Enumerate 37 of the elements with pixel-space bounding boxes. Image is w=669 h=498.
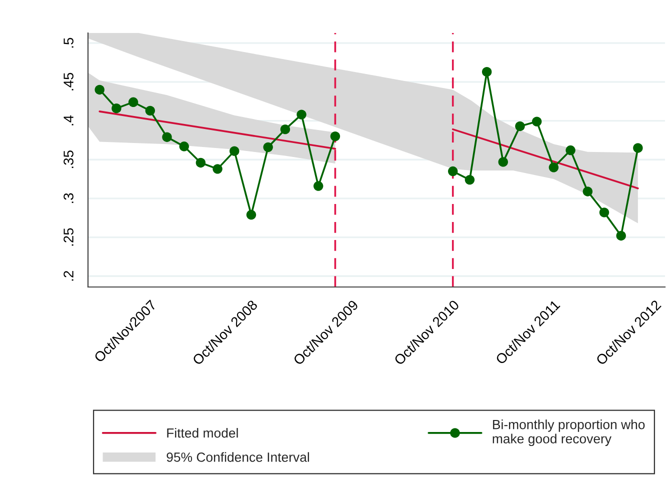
point xyxy=(330,131,340,142)
y-tick-label: .4 xyxy=(64,115,74,126)
y-tick-label: .25 xyxy=(64,228,74,246)
point xyxy=(482,66,492,77)
point xyxy=(212,164,222,174)
point xyxy=(296,110,306,120)
point xyxy=(633,143,643,153)
y-tick-label: .5 xyxy=(64,38,74,48)
point xyxy=(128,97,138,107)
legend-label: Bi-monthly proportion who make good recovery xyxy=(492,420,645,446)
point xyxy=(112,103,122,114)
point xyxy=(566,145,576,156)
point xyxy=(280,124,290,134)
y-tick-label: .3 xyxy=(64,193,74,203)
point xyxy=(94,84,104,95)
point xyxy=(599,208,610,218)
y-tick-label: .45 xyxy=(64,72,74,90)
point xyxy=(582,186,593,196)
point xyxy=(616,230,626,241)
point xyxy=(263,142,273,152)
y-tick-label: .2 xyxy=(64,271,74,281)
point xyxy=(196,158,206,168)
point xyxy=(548,162,559,172)
legend-label: 95% Confidence Interval xyxy=(166,452,309,462)
point xyxy=(498,157,508,167)
point xyxy=(532,116,542,126)
point xyxy=(246,210,256,220)
point xyxy=(145,106,156,116)
point xyxy=(162,132,172,142)
point xyxy=(313,181,324,191)
point xyxy=(448,166,458,176)
point xyxy=(179,142,189,152)
point xyxy=(464,174,475,185)
y-tick-label: .35 xyxy=(64,150,74,168)
point xyxy=(230,146,240,156)
point xyxy=(515,121,525,132)
legend-label: Fitted model xyxy=(167,428,238,438)
